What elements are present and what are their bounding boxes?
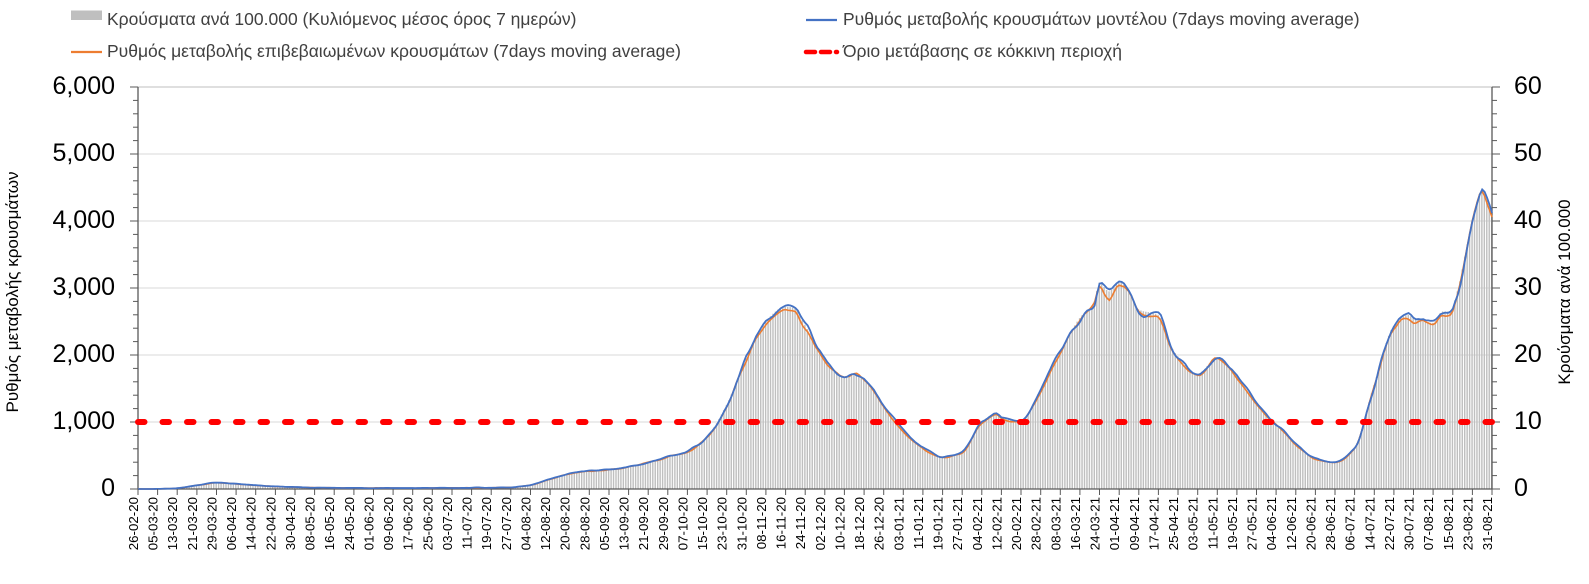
svg-text:11-07-20: 11-07-20 xyxy=(460,497,475,549)
svg-text:30-07-21: 30-07-21 xyxy=(1402,497,1417,550)
svg-text:06-07-21: 06-07-21 xyxy=(1343,497,1358,550)
svg-text:14-07-21: 14-07-21 xyxy=(1362,497,1377,550)
svg-text:21-09-20: 21-09-20 xyxy=(636,497,651,550)
svg-text:4,000: 4,000 xyxy=(52,206,115,234)
svg-text:28-02-21: 28-02-21 xyxy=(1029,497,1044,550)
svg-text:16-11-20: 16-11-20 xyxy=(774,497,789,549)
svg-text:Ρυθμός μεταβολής κρουσμάτων: Ρυθμός μεταβολής κρουσμάτων xyxy=(3,172,22,413)
svg-text:04-06-21: 04-06-21 xyxy=(1264,497,1279,550)
svg-text:Κρούσματα ανά 100.000: Κρούσματα ανά 100.000 xyxy=(1555,199,1574,384)
svg-text:02-12-20: 02-12-20 xyxy=(813,497,828,550)
svg-text:3,000: 3,000 xyxy=(52,273,115,301)
svg-text:21-03-20: 21-03-20 xyxy=(185,497,200,550)
svg-text:22-04-20: 22-04-20 xyxy=(263,497,278,550)
svg-text:12-06-21: 12-06-21 xyxy=(1284,497,1299,550)
svg-text:23-08-21: 23-08-21 xyxy=(1460,497,1475,550)
svg-text:31-08-21: 31-08-21 xyxy=(1480,497,1495,550)
svg-text:29-03-20: 29-03-20 xyxy=(205,497,220,550)
svg-text:08-11-20: 08-11-20 xyxy=(754,497,769,549)
svg-text:28-06-21: 28-06-21 xyxy=(1323,497,1338,550)
svg-text:1,000: 1,000 xyxy=(52,407,115,435)
svg-text:31-10-20: 31-10-20 xyxy=(734,497,749,550)
svg-text:10: 10 xyxy=(1514,407,1542,435)
svg-text:19-07-20: 19-07-20 xyxy=(479,497,494,550)
svg-text:25-04-21: 25-04-21 xyxy=(1166,497,1181,550)
svg-text:27-05-21: 27-05-21 xyxy=(1245,497,1260,550)
svg-text:17-04-21: 17-04-21 xyxy=(1146,497,1161,550)
svg-text:Ρυθμός μεταβολής κρουσμάτων μο: Ρυθμός μεταβολής κρουσμάτων μοντέλου (7d… xyxy=(843,9,1360,29)
svg-text:25-06-20: 25-06-20 xyxy=(420,497,435,550)
svg-text:27-01-21: 27-01-21 xyxy=(950,497,965,550)
svg-text:0: 0 xyxy=(101,474,115,502)
svg-text:19-01-21: 19-01-21 xyxy=(931,497,946,550)
svg-text:04-02-21: 04-02-21 xyxy=(970,497,985,550)
svg-text:13-03-20: 13-03-20 xyxy=(165,497,180,550)
svg-text:01-06-20: 01-06-20 xyxy=(362,497,377,550)
svg-text:30: 30 xyxy=(1514,273,1542,301)
svg-text:40: 40 xyxy=(1514,206,1542,234)
svg-text:23-10-20: 23-10-20 xyxy=(715,497,730,550)
svg-text:16-03-21: 16-03-21 xyxy=(1068,497,1083,550)
svg-text:28-08-20: 28-08-20 xyxy=(577,497,592,550)
svg-text:0: 0 xyxy=(1514,474,1528,502)
svg-text:15-10-20: 15-10-20 xyxy=(695,497,710,550)
svg-text:12-08-20: 12-08-20 xyxy=(538,497,553,550)
svg-text:11-01-21: 11-01-21 xyxy=(911,497,926,549)
svg-text:03-01-21: 03-01-21 xyxy=(891,497,906,550)
svg-text:20: 20 xyxy=(1514,340,1542,368)
svg-text:20-08-20: 20-08-20 xyxy=(558,497,573,550)
svg-text:19-05-21: 19-05-21 xyxy=(1225,497,1240,550)
svg-text:05-03-20: 05-03-20 xyxy=(146,497,161,550)
svg-text:07-10-20: 07-10-20 xyxy=(675,497,690,550)
svg-text:Ρυθμός μεταβολής επιβεβαιωμένω: Ρυθμός μεταβολής επιβεβαιωμένων κρουσμάτ… xyxy=(107,41,681,61)
svg-text:50: 50 xyxy=(1514,139,1542,167)
svg-text:12-02-21: 12-02-21 xyxy=(989,497,1004,550)
svg-text:6,000: 6,000 xyxy=(52,72,115,100)
svg-text:22-07-21: 22-07-21 xyxy=(1382,497,1397,550)
svg-text:16-05-20: 16-05-20 xyxy=(322,497,337,550)
svg-text:08-03-21: 08-03-21 xyxy=(1048,497,1063,550)
svg-text:30-04-20: 30-04-20 xyxy=(283,497,298,550)
svg-text:29-09-20: 29-09-20 xyxy=(656,497,671,550)
svg-text:13-09-20: 13-09-20 xyxy=(617,497,632,550)
svg-text:04-08-20: 04-08-20 xyxy=(519,497,534,550)
svg-text:20-02-21: 20-02-21 xyxy=(1009,497,1024,550)
svg-text:24-11-20: 24-11-20 xyxy=(793,497,808,549)
svg-text:26-12-20: 26-12-20 xyxy=(872,497,887,550)
svg-text:Όριο μετάβασης σε κόκκινη περι: Όριο μετάβασης σε κόκκινη περιοχή xyxy=(842,41,1122,61)
svg-text:06-04-20: 06-04-20 xyxy=(224,497,239,550)
svg-text:08-05-20: 08-05-20 xyxy=(303,497,318,550)
svg-text:03-07-20: 03-07-20 xyxy=(440,497,455,550)
svg-text:17-06-20: 17-06-20 xyxy=(401,497,416,550)
svg-text:07-08-21: 07-08-21 xyxy=(1421,497,1436,550)
svg-text:Κρούσματα ανά 100.000 (Κυλιόμ: Κρούσματα ανά 100.000 (Κυλιόμενος μέσος … xyxy=(107,9,576,29)
svg-text:09-06-20: 09-06-20 xyxy=(381,497,396,550)
svg-text:01-04-21: 01-04-21 xyxy=(1107,497,1122,550)
svg-text:10-12-20: 10-12-20 xyxy=(832,497,847,550)
svg-text:24-03-21: 24-03-21 xyxy=(1088,497,1103,550)
svg-text:2,000: 2,000 xyxy=(52,340,115,368)
svg-text:03-05-21: 03-05-21 xyxy=(1186,497,1201,550)
svg-text:26-02-20: 26-02-20 xyxy=(126,497,141,550)
svg-text:60: 60 xyxy=(1514,72,1542,100)
svg-text:18-12-20: 18-12-20 xyxy=(852,497,867,550)
svg-text:11-05-21: 11-05-21 xyxy=(1205,497,1220,549)
svg-text:5,000: 5,000 xyxy=(52,139,115,167)
svg-text:15-08-21: 15-08-21 xyxy=(1441,497,1456,550)
svg-text:09-04-21: 09-04-21 xyxy=(1127,497,1142,550)
svg-text:20-06-21: 20-06-21 xyxy=(1303,497,1318,550)
svg-text:05-09-20: 05-09-20 xyxy=(597,497,612,550)
svg-text:24-05-20: 24-05-20 xyxy=(342,497,357,550)
svg-text:27-07-20: 27-07-20 xyxy=(499,497,514,550)
svg-text:14-04-20: 14-04-20 xyxy=(244,497,259,550)
